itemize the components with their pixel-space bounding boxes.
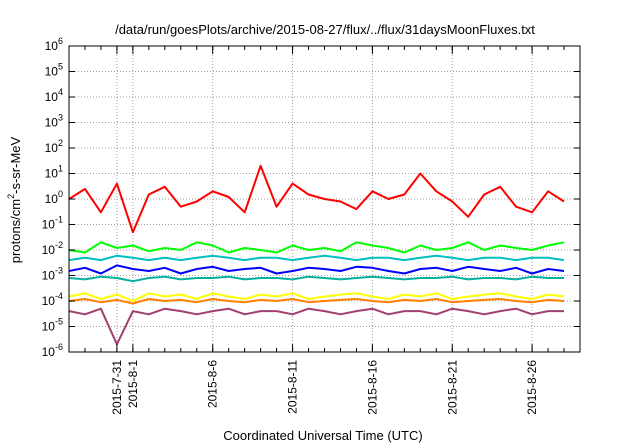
y-axis-label: protons/cm2-s-sr-MeV (6, 136, 23, 263)
y-tick-label: 100 (45, 189, 63, 206)
series-line-6 (69, 292, 565, 302)
y-tick-label: 10-3 (42, 266, 63, 283)
y-tick-label: 10-1 (42, 215, 63, 232)
x-axis-label: Coordinated Universal Time (UTC) (223, 428, 422, 443)
y-tick-label: 101 (45, 164, 63, 181)
series-line-4 (69, 264, 565, 275)
x-tick-label: 2015-8-11 (286, 360, 300, 414)
x-tick-label: 2015-8-21 (445, 360, 459, 415)
series-line-1 (69, 164, 565, 234)
y-tick-label: 10-4 (42, 291, 63, 308)
x-tick-label: 2015-8-1 (126, 360, 140, 408)
series-line-8 (69, 307, 564, 346)
y-tick-label: 10-2 (42, 240, 63, 257)
y-axis: 10-6 10-5 10-4 10-3 10-2 10-1 100 101 102 103 104 1… (42, 36, 580, 359)
y-tick-label: 10-5 (42, 317, 63, 334)
series-line-2 (69, 241, 565, 254)
y-tick-label: 10-6 (42, 342, 63, 359)
series-group (69, 164, 565, 346)
x-tick-label: 2015-8-16 (365, 360, 379, 415)
series-line-5 (69, 275, 564, 283)
y-tick-label: 102 (45, 138, 63, 155)
x-tick-label: 2015-8-26 (525, 360, 539, 415)
y-tick-label: 104 (45, 87, 63, 104)
y-tick-label: 106 (45, 36, 63, 53)
x-tick-label: 2015-8-6 (206, 360, 220, 408)
y-tick-label: 105 (45, 62, 63, 79)
series-line-7 (69, 298, 565, 305)
y-tick-label: 103 (45, 113, 63, 130)
chart-title: /data/run/goesPlots/archive/2015-08-27/f… (115, 22, 535, 37)
x-tick-label: 2015-7-31 (110, 360, 124, 415)
series-line-3 (69, 254, 565, 262)
x-axis: 2015-7-31 2015-8-1 2015-8-6 2015-8-11 2015-8… (84, 46, 565, 415)
